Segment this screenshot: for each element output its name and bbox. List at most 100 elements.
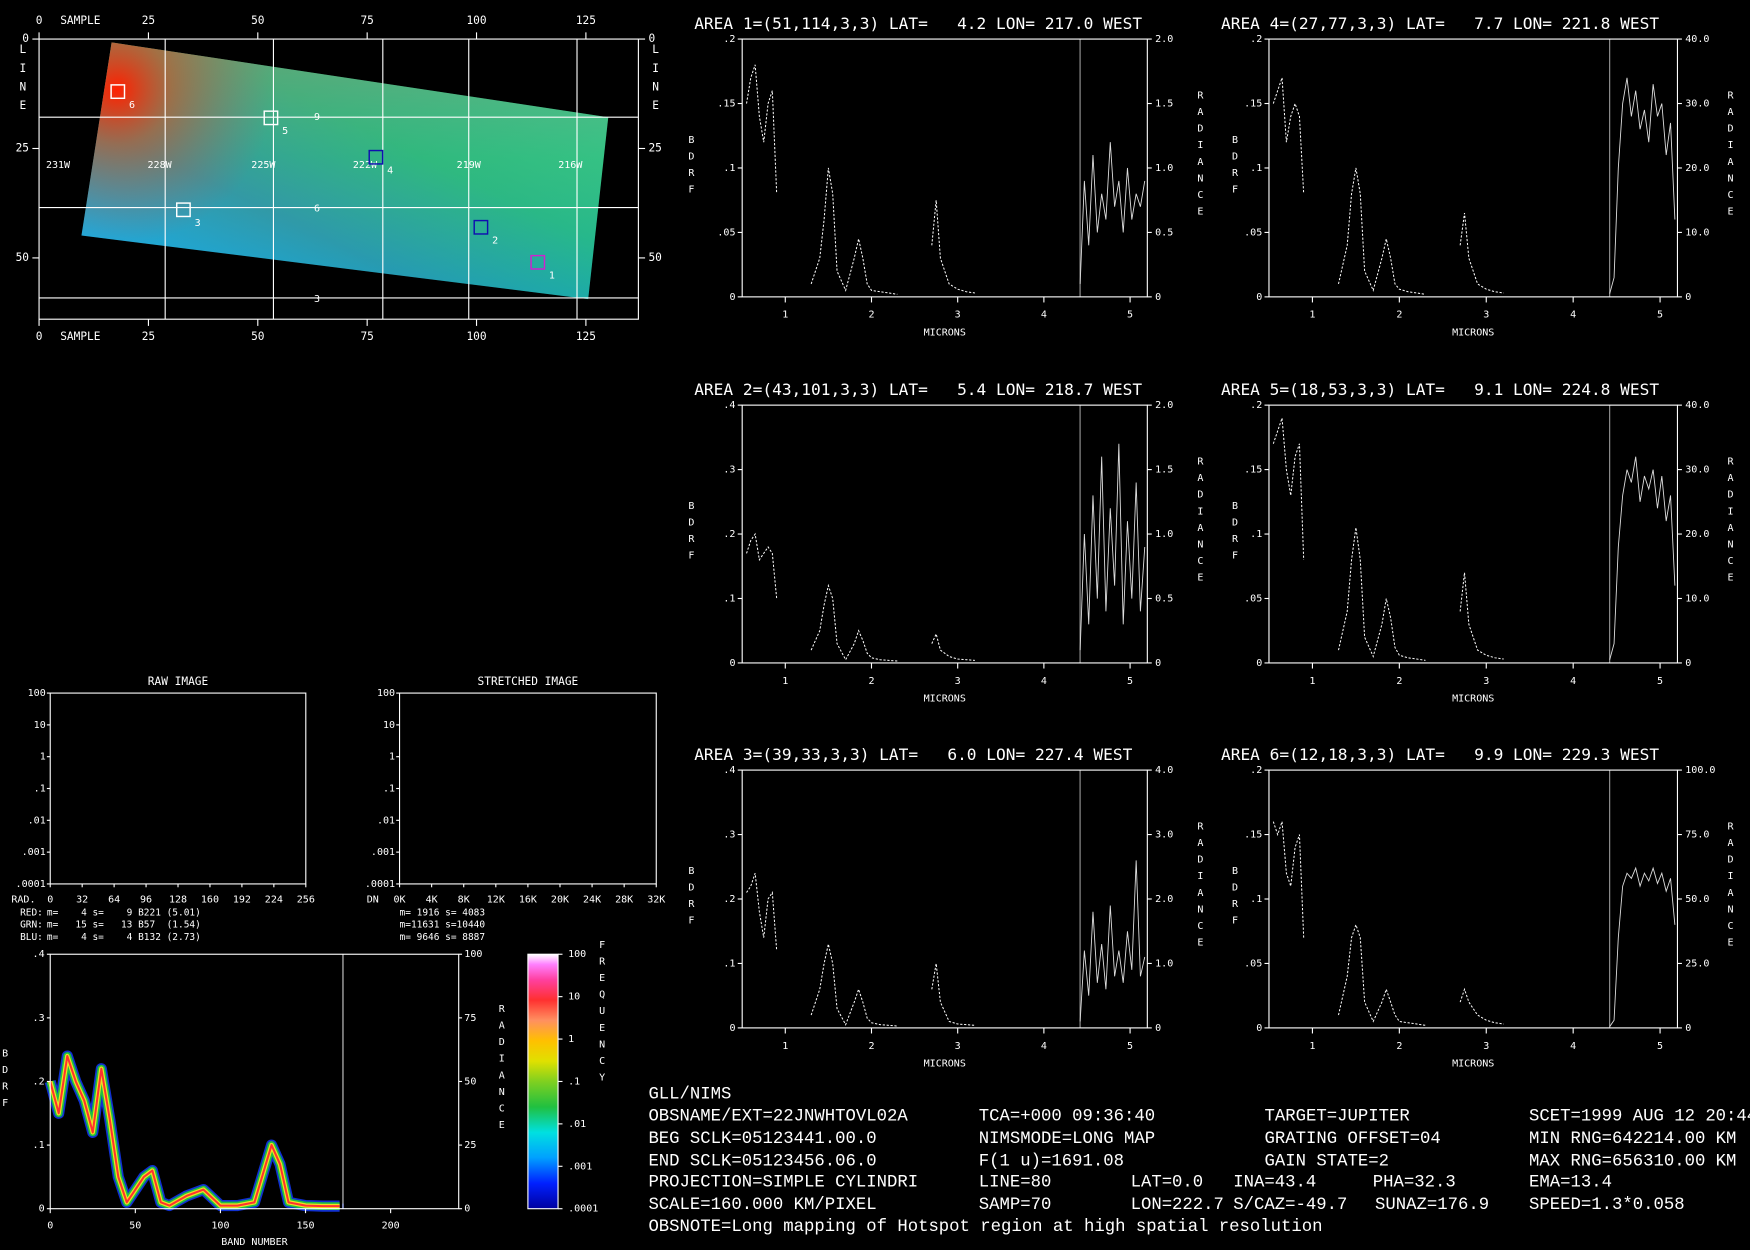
info-field: PROJECTION=SIMPLE CYLINDRI [648,1173,918,1192]
x-tick-label: 5 [1127,1041,1133,1052]
y-tick-label: .01 [377,815,395,826]
bdrf-line [1272,821,1504,1026]
y2-tick-label: 20.0 [1685,163,1709,174]
x-tick-label: 2 [868,310,874,321]
y2-tick-label: 2.0 [1155,34,1173,45]
x-tick-label: 4 [1570,310,1576,321]
y2-tick-label: 30.0 [1685,465,1709,476]
y-tick-label: .2 [1250,765,1262,776]
y2-tick-label: 25 [464,1140,476,1151]
colorbar-tick-label: 1 [568,1034,574,1045]
x-axis-label: MICRONS [1452,694,1494,705]
y-tick-label: .05 [1244,958,1262,969]
y-tick-label: .3 [723,830,735,841]
info-field: EMA=13.4 [1529,1173,1612,1192]
y2-tick-label: 2.0 [1155,894,1173,905]
y2-tick-label: 75.0 [1685,830,1709,841]
x-tick-label: 3 [1483,676,1489,687]
x-tick-label: 3 [955,676,961,687]
y-tick-label: 100 [377,688,395,699]
x-axis-label: BAND NUMBER [221,1237,288,1248]
x-tick-label: 3 [1483,1041,1489,1052]
y2-tick-label: 4.0 [1155,765,1173,776]
info-field: MIN RNG=642214.00 KM [1529,1130,1736,1149]
x-tick-label: 24K [583,895,601,906]
x-tick-label: 96 [140,895,152,906]
info-field: GLL/NIMS [648,1085,731,1104]
x-tick-label: 5 [1127,676,1133,687]
x-tick-label: 64 [108,895,120,906]
x-tick-label: 128 [169,895,187,906]
y2-tick-label: 0 [1685,292,1691,303]
y2-tick-label: 50 [464,1076,476,1087]
y-tick-label: .001 [22,847,46,858]
colorbar-tick-label: 100 [568,949,586,960]
x-tick-label: 2 [1396,676,1402,687]
y-axis-label: BDRF [1229,135,1240,201]
stat-label: BLU: [20,932,43,943]
lon-label: 228W [148,160,173,171]
y2-tick-label: 25.0 [1685,958,1709,969]
y-tick-label: .1 [1250,163,1262,174]
y-tick-label: .1 [33,1140,45,1151]
bdrf-line [746,64,975,295]
y-tick-label: 10 [34,720,46,731]
x-tick-label: 1 [782,310,788,321]
radiance-line [1079,142,1146,284]
panel-title: AREA 1=(51,114,3,3) LAT= 4.2 LON= 217.0 … [694,14,1142,33]
radiance-line [1609,866,1676,1027]
bdrf-density [49,1055,340,1208]
x-tick-label: 224 [265,895,283,906]
x-tick-label: 3 [955,1041,961,1052]
x-tick-label: 100 [211,1220,229,1231]
y-tick-label: 1 [389,752,395,763]
x-tick-label: 125 [576,14,596,27]
panel-title: AREA 2=(43,101,3,3) LAT= 5.4 LON= 218.7 … [694,380,1142,399]
colorbar [527,954,559,1209]
info-field: LINE=80 [979,1173,1052,1192]
lon-label: 225W [251,160,276,171]
panel-title: AREA 6=(12,18,3,3) LAT= 9.9 LON= 229.3 W… [1221,745,1659,764]
x-tick-label: 32K [647,895,665,906]
y-axis-label: BDRF [1229,866,1240,932]
y2-axis-label: RADIANCE [1195,457,1206,590]
x-tick-label: 5 [1657,676,1663,687]
info-field: GRATING OFFSET=04 [1265,1130,1441,1149]
x-tick-label: 32 [76,895,88,906]
y-tick-label: 0 [729,292,735,303]
y2-axis-label: RADIANCE [496,1004,507,1137]
lon-label: 219W [457,160,482,171]
y2-tick-label: 1.0 [1155,958,1173,969]
colorbar-tick-label: .01 [568,1119,586,1130]
area-box [110,84,126,100]
x-tick-label: 100 [466,14,486,27]
y2-tick-label: 3.0 [1155,830,1173,841]
y-tick-label: .001 [371,847,395,858]
x-tick-label: 4 [1041,1041,1047,1052]
y2-tick-label: 0.5 [1155,227,1173,238]
hotspot-overlay [81,42,609,300]
info-field: MAX RNG=656310.00 KM [1529,1152,1736,1171]
x-tick-label: 192 [233,895,251,906]
y-tick-label: 25 [16,141,29,154]
y2-tick-label: 40.0 [1685,400,1709,411]
y2-tick-label: 0 [1685,658,1691,669]
lat-label: 6 [314,204,320,215]
colorbar-tick-label: .0001 [568,1204,598,1215]
info-field: LAT=0.0 [1131,1173,1204,1192]
x-tick-label: 3 [1483,310,1489,321]
x-tick-label: 4 [1570,676,1576,687]
y-tick-label: .0001 [365,879,395,890]
y2-axis-label: RADIANCE [1725,457,1736,590]
area-number: 2 [492,236,498,247]
y-tick-label: 10 [383,720,395,731]
x-tick-label: 16K [519,895,537,906]
x-tick-label: 12K [487,895,505,906]
y-tick-label: .15 [1244,830,1262,841]
histogram-title: STRETCHED IMAGE [478,675,579,688]
x-axis-label: MICRONS [924,1059,966,1070]
y-tick-label: 0 [1256,1023,1262,1034]
y-axis-label: BDRF [1229,501,1240,567]
lon-label: 216W [558,160,583,171]
